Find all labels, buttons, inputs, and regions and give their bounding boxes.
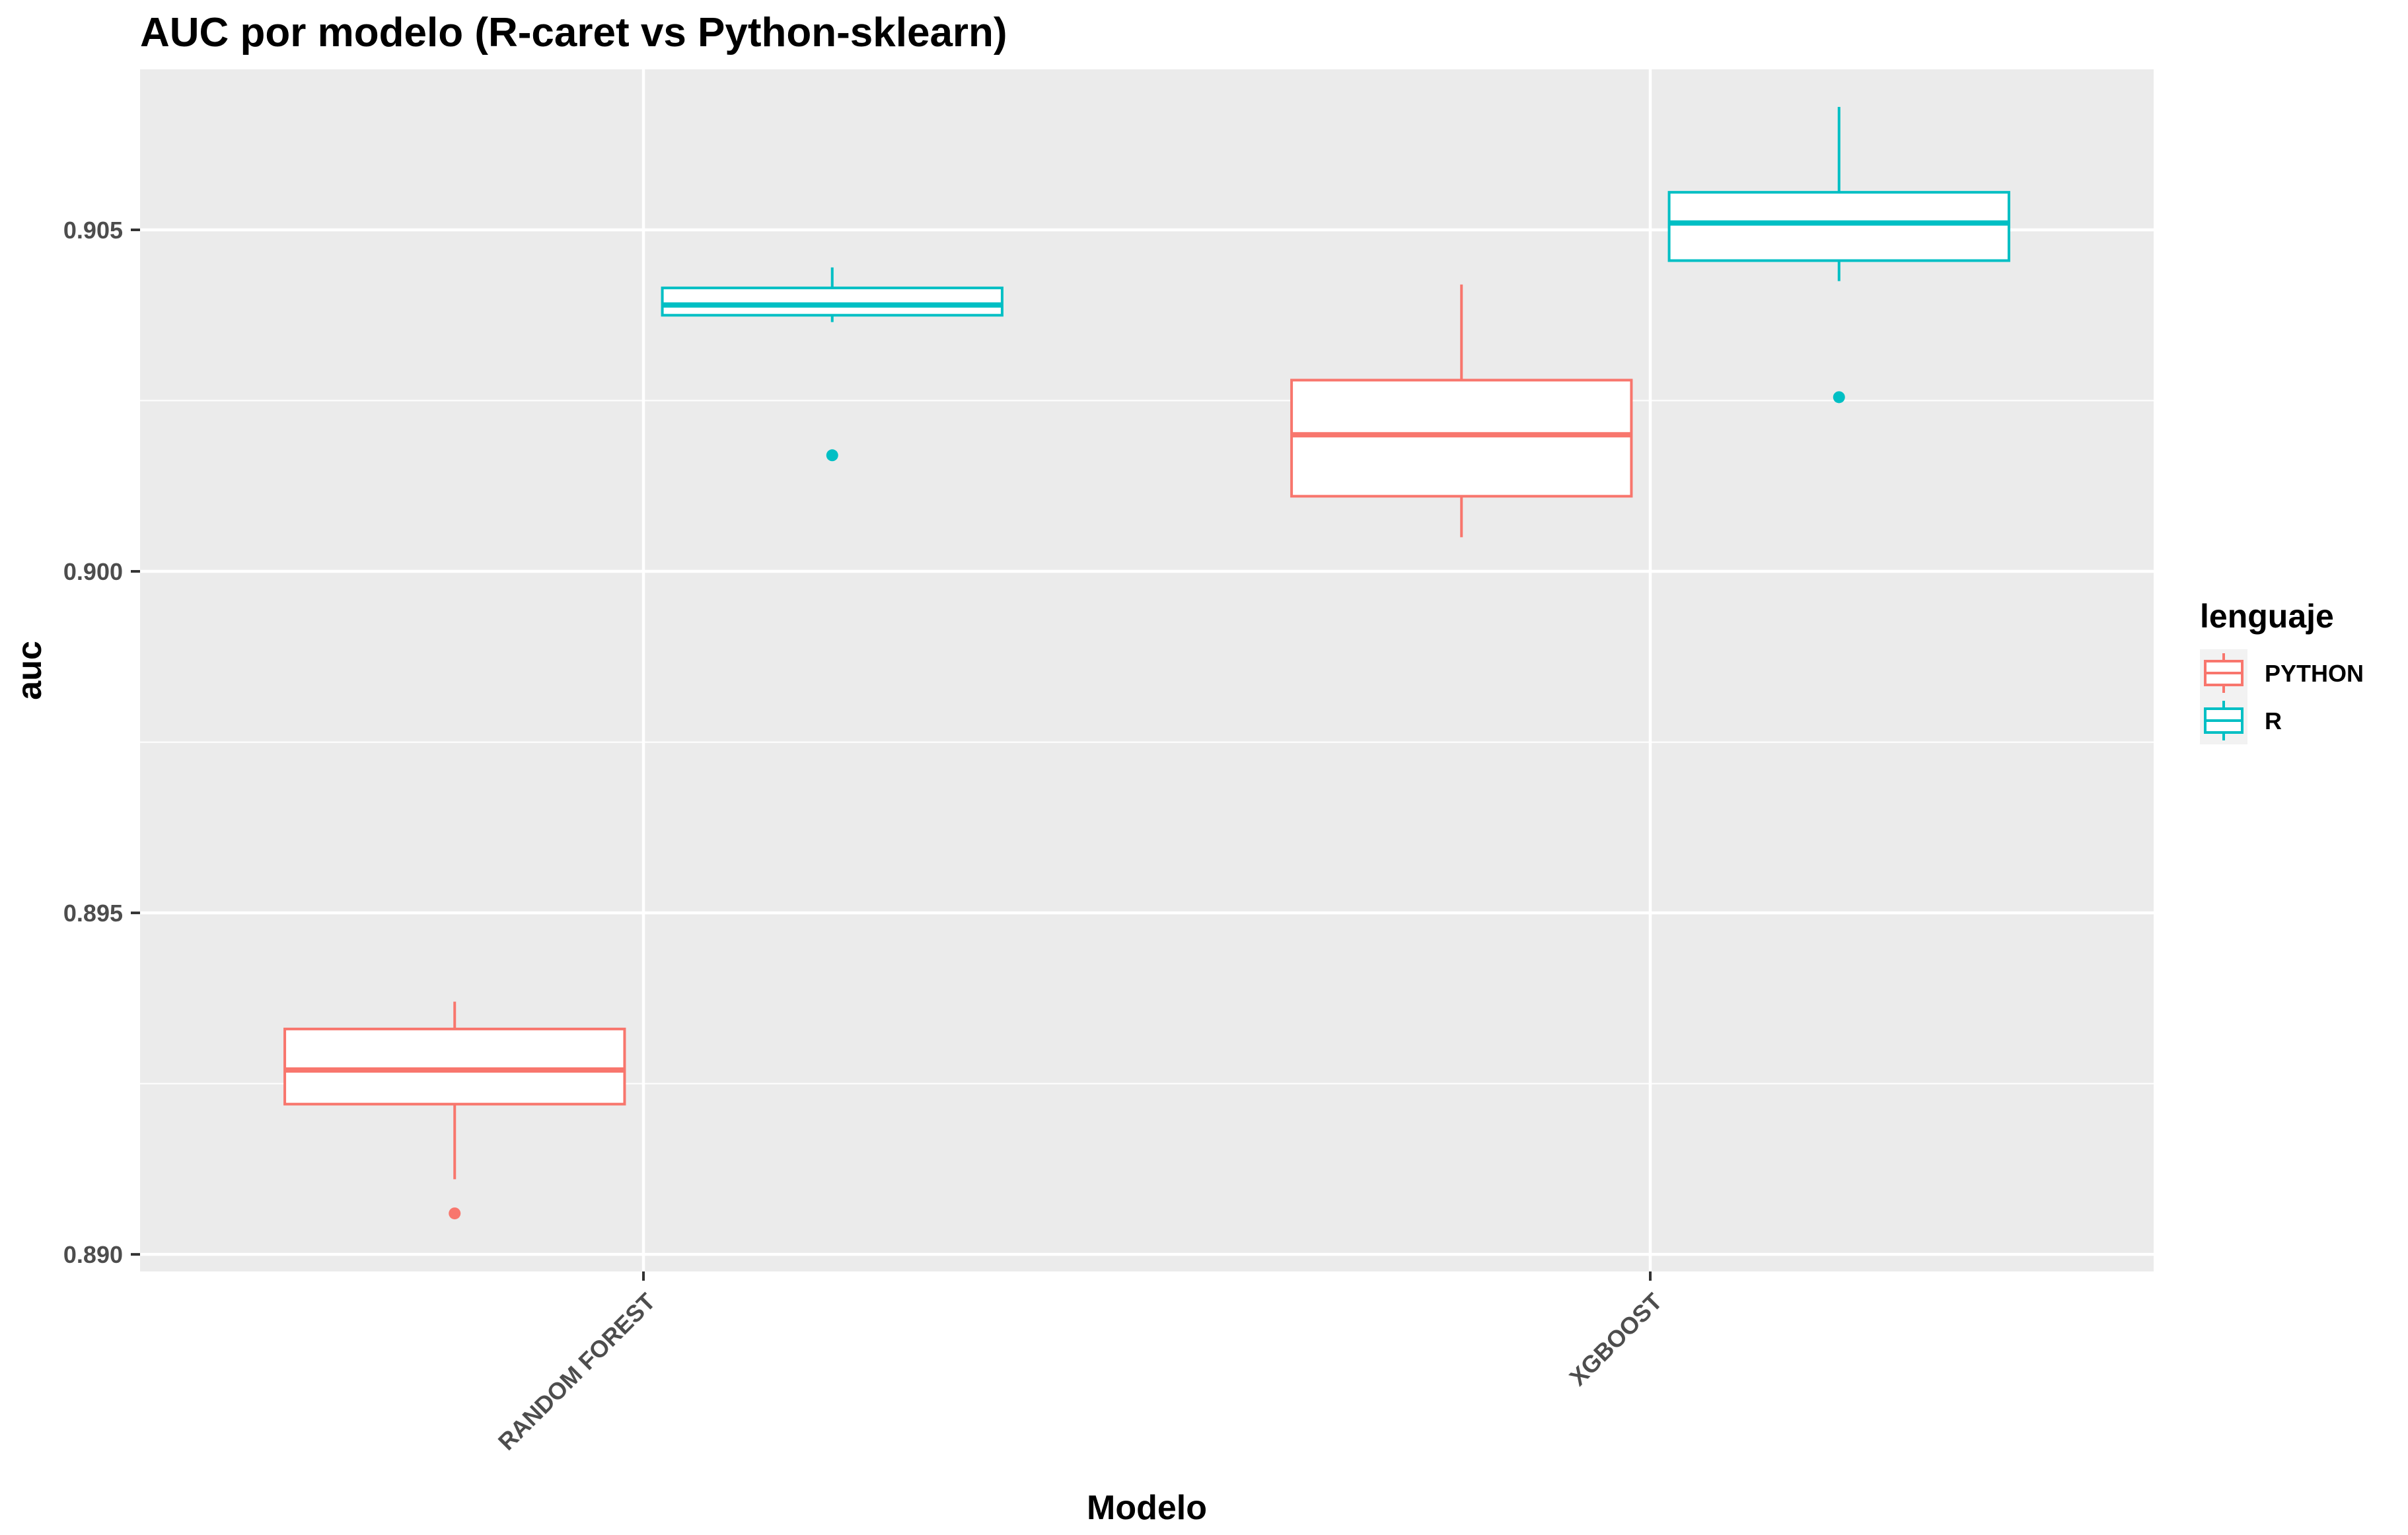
legend-item-r: R	[2200, 697, 2282, 744]
x-tick-label: RANDOM FOREST	[493, 1288, 661, 1456]
outlier-point	[1833, 391, 1845, 404]
box-iqr	[283, 1027, 626, 1106]
box-iqr	[1667, 191, 2010, 262]
outlier-point	[449, 1207, 461, 1220]
box-r-random-forest	[661, 267, 1003, 462]
box-r-xgboost	[1667, 106, 2010, 404]
x-axis: RANDOM FOREST XGBOOST	[493, 1271, 1667, 1456]
legend: lenguaje PYTHON R	[2200, 598, 2364, 744]
box-iqr	[661, 286, 1003, 317]
chart-title: AUC por modelo (R-caret vs Python-sklear…	[140, 10, 1007, 55]
y-axis: 0.890 0.895 0.900 0.905	[63, 217, 140, 1268]
y-axis-title: auc	[11, 641, 49, 700]
x-axis-title: Modelo	[1087, 1489, 1207, 1527]
box-python-xgboost	[1290, 284, 1633, 538]
outlier-point	[826, 449, 838, 462]
box-iqr	[1290, 378, 1633, 498]
legend-title: lenguaje	[2200, 598, 2334, 635]
y-tick-label: 0.905	[63, 217, 123, 244]
y-tick-label: 0.900	[63, 558, 123, 585]
box-python-random-forest	[283, 1001, 626, 1220]
x-tick-label: XGBOOST	[1564, 1288, 1667, 1391]
legend-label: PYTHON	[2265, 660, 2364, 687]
y-tick-label: 0.895	[63, 900, 123, 927]
legend-label: R	[2265, 707, 2282, 734]
legend-item-python: PYTHON	[2200, 649, 2364, 697]
y-tick-label: 0.890	[63, 1241, 123, 1268]
boxes	[283, 106, 2010, 1220]
